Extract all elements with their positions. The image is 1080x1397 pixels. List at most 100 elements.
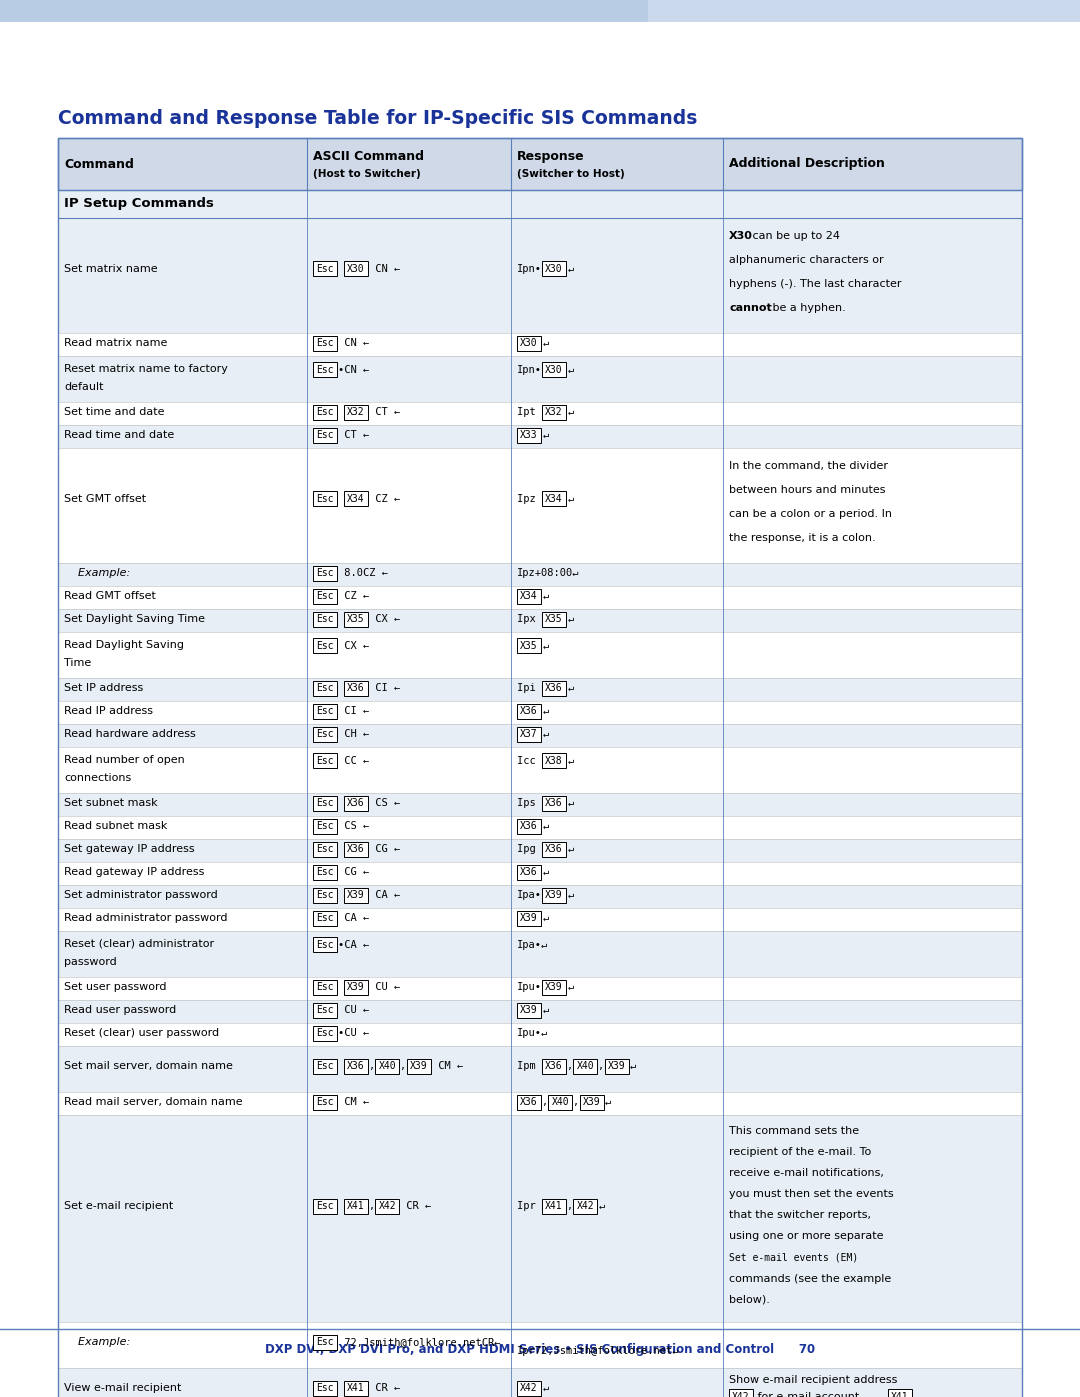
Text: X39: X39 <box>521 914 538 923</box>
Text: X36: X36 <box>521 1097 538 1106</box>
FancyBboxPatch shape <box>345 1380 368 1396</box>
FancyBboxPatch shape <box>517 638 541 654</box>
FancyBboxPatch shape <box>313 841 337 856</box>
Text: Set matrix name: Set matrix name <box>64 264 158 274</box>
Text: password: password <box>64 957 117 967</box>
Text: X42: X42 <box>577 1201 594 1211</box>
Text: 8.0CZ ←: 8.0CZ ← <box>338 569 388 578</box>
Text: for e-mail account: for e-mail account <box>754 1391 863 1397</box>
Text: Esc: Esc <box>316 940 334 950</box>
Text: Read number of open: Read number of open <box>64 754 185 766</box>
Text: X41: X41 <box>348 1383 365 1393</box>
Bar <box>58 840 1022 862</box>
Text: CX ←: CX ← <box>338 641 369 651</box>
Text: X36: X36 <box>348 1062 365 1071</box>
Bar <box>58 1023 1022 1046</box>
Bar <box>58 563 1022 585</box>
Text: CT ←: CT ← <box>369 407 401 418</box>
Text: between hours and minutes: between hours and minutes <box>729 485 886 495</box>
Text: Set GMT offset: Set GMT offset <box>64 493 146 503</box>
Text: Esc: Esc <box>316 641 334 651</box>
Text: Additional Description: Additional Description <box>729 158 885 170</box>
FancyBboxPatch shape <box>313 405 337 419</box>
Text: X39: X39 <box>348 890 365 900</box>
Text: Command and Response Table for IP-Specific SIS Commands: Command and Response Table for IP-Specif… <box>58 109 698 127</box>
Bar <box>58 138 1022 190</box>
FancyBboxPatch shape <box>345 887 368 902</box>
Text: Read time and date: Read time and date <box>64 430 174 440</box>
FancyBboxPatch shape <box>517 588 541 604</box>
Bar <box>648 0 1080 22</box>
Text: Esc: Esc <box>316 914 334 923</box>
Text: ↵: ↵ <box>542 914 549 923</box>
Text: Show e-mail recipient address: Show e-mail recipient address <box>729 1375 897 1386</box>
Text: ↵: ↵ <box>567 365 573 374</box>
FancyBboxPatch shape <box>313 335 337 351</box>
Text: ↵: ↵ <box>567 756 573 766</box>
FancyBboxPatch shape <box>313 819 337 834</box>
Text: X40: X40 <box>379 1062 396 1071</box>
Text: that the switcher reports,: that the switcher reports, <box>729 1210 872 1221</box>
FancyBboxPatch shape <box>376 1059 400 1074</box>
FancyBboxPatch shape <box>313 427 337 443</box>
Text: Esc: Esc <box>316 1383 334 1393</box>
Text: Example:: Example: <box>64 569 131 578</box>
Text: X32: X32 <box>348 407 365 418</box>
FancyBboxPatch shape <box>313 1025 337 1041</box>
Bar <box>58 425 1022 448</box>
Text: ↵: ↵ <box>567 264 573 274</box>
Text: This command sets the: This command sets the <box>729 1126 860 1136</box>
Text: Time: Time <box>64 658 91 668</box>
Text: hyphens (-). The last character: hyphens (-). The last character <box>729 279 902 289</box>
FancyBboxPatch shape <box>313 887 337 902</box>
FancyBboxPatch shape <box>549 1095 572 1109</box>
Text: Ipm: Ipm <box>517 1062 542 1071</box>
Text: be a hyphen.: be a hyphen. <box>769 303 846 313</box>
Text: X36: X36 <box>545 844 563 854</box>
Text: Esc: Esc <box>316 798 334 807</box>
Text: X39: X39 <box>348 982 365 992</box>
FancyBboxPatch shape <box>313 261 337 277</box>
Text: •CA ←: •CA ← <box>338 940 369 950</box>
Text: X39: X39 <box>608 1062 625 1071</box>
Text: Read subnet mask: Read subnet mask <box>64 821 167 831</box>
Bar <box>58 1046 1022 1092</box>
Bar <box>58 816 1022 840</box>
Text: CU ←: CU ← <box>338 1004 369 1016</box>
FancyBboxPatch shape <box>517 1095 541 1109</box>
Text: In the command, the divider: In the command, the divider <box>729 461 888 471</box>
Text: Ipr: Ipr <box>517 1201 542 1211</box>
Text: Set mail server, domain name: Set mail server, domain name <box>64 1062 233 1071</box>
FancyBboxPatch shape <box>542 612 566 627</box>
Text: Ipx: Ipx <box>517 615 542 624</box>
FancyBboxPatch shape <box>542 261 566 277</box>
Text: Command: Command <box>64 158 134 170</box>
Bar <box>58 190 1022 218</box>
FancyBboxPatch shape <box>345 680 368 696</box>
Text: Ips: Ips <box>517 798 542 807</box>
Text: Ipu•: Ipu• <box>517 982 542 992</box>
Text: Ipz: Ipz <box>517 493 542 503</box>
Text: Reset (clear) user password: Reset (clear) user password <box>64 1028 219 1038</box>
Text: X42: X42 <box>379 1201 396 1211</box>
Text: X40: X40 <box>577 1062 594 1071</box>
Text: ↵: ↵ <box>542 821 549 831</box>
Text: Set gateway IP address: Set gateway IP address <box>64 844 194 854</box>
FancyBboxPatch shape <box>542 362 566 377</box>
Text: ,: , <box>542 1097 549 1106</box>
Text: ↵: ↵ <box>542 729 549 739</box>
Text: X39: X39 <box>583 1097 600 1106</box>
Text: Esc: Esc <box>316 1097 334 1106</box>
FancyBboxPatch shape <box>517 704 541 718</box>
FancyBboxPatch shape <box>407 1059 431 1074</box>
FancyBboxPatch shape <box>542 795 566 810</box>
Text: Esc: Esc <box>316 1337 334 1347</box>
Text: Esc: Esc <box>316 407 334 418</box>
Text: Ipz+08:00↵: Ipz+08:00↵ <box>517 569 580 578</box>
Bar <box>58 886 1022 908</box>
FancyBboxPatch shape <box>517 819 541 834</box>
Text: ↵: ↵ <box>542 591 549 601</box>
Text: Esc: Esc <box>316 338 334 348</box>
Bar <box>58 218 1022 332</box>
Text: Esc: Esc <box>316 1028 334 1038</box>
